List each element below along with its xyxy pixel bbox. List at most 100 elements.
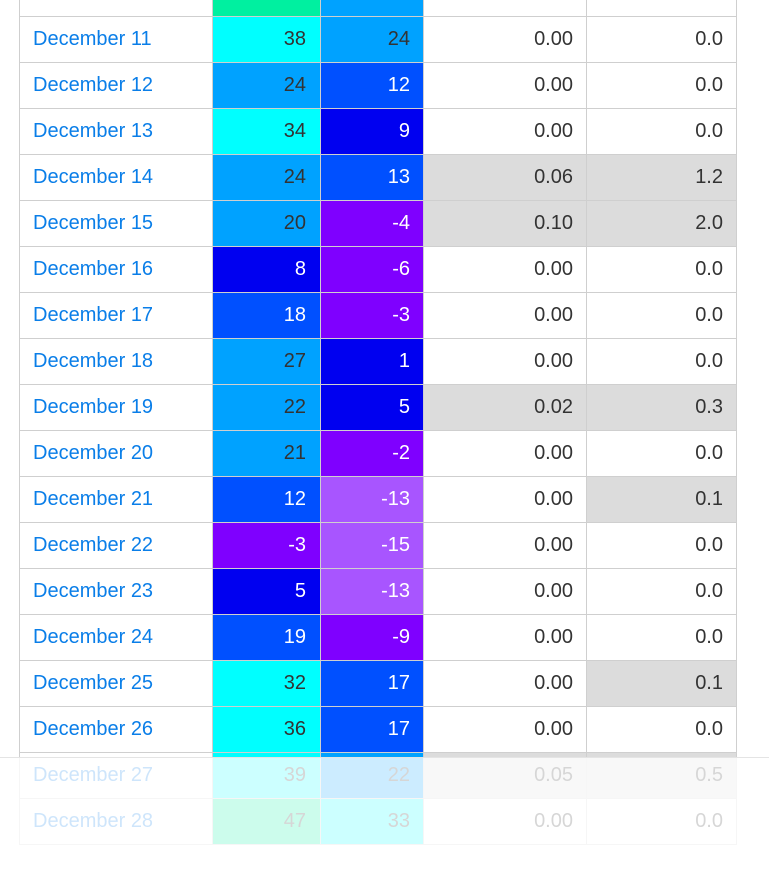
high-temp: 18 [212, 292, 321, 339]
row: December 17 18 -3 0.00 0.0 [19, 292, 737, 339]
high-temp: 5 [212, 568, 321, 615]
row: December 26 36 17 0.00 0.0 [19, 706, 737, 753]
snowfall: 0.0 [586, 16, 737, 63]
snowfall: 2.0 [586, 200, 737, 247]
snowfall: 0.0 [586, 246, 737, 293]
precipitation: 0.00 [423, 108, 587, 155]
precipitation: 0.00 [423, 338, 587, 385]
row: December 23 5 -13 0.00 0.0 [19, 568, 737, 615]
snowfall: 0.0 [586, 706, 737, 753]
snowfall: 0.0 [586, 62, 737, 109]
low-temp: 1 [320, 338, 424, 385]
low-temp: 24 [320, 0, 424, 17]
precipitation: 0.06 [423, 154, 587, 201]
high-temp: 22 [212, 384, 321, 431]
row: December 25 32 17 0.00 0.1 [19, 660, 737, 707]
date-link[interactable]: December 26 [19, 706, 213, 753]
low-temp: -4 [320, 200, 424, 247]
date-link[interactable]: December 19 [19, 384, 213, 431]
date-link[interactable]: December 10 [19, 0, 213, 17]
date-link[interactable]: December 24 [19, 614, 213, 661]
snowfall: 0.0 [586, 338, 737, 385]
high-temp: 19 [212, 614, 321, 661]
precipitation: 0.00 [423, 246, 587, 293]
row: December 14 24 13 0.06 1.2 [19, 154, 737, 201]
high-temp: 32 [212, 660, 321, 707]
low-temp: 24 [320, 16, 424, 63]
low-temp: -6 [320, 246, 424, 293]
snowfall: 0.0 [586, 568, 737, 615]
row: December 21 12 -13 0.00 0.1 [19, 476, 737, 523]
high-temp: 12 [212, 476, 321, 523]
snowfall: 0.0 [586, 0, 737, 17]
snowfall: 0.1 [586, 660, 737, 707]
precipitation: 0.00 [423, 16, 587, 63]
low-temp: -15 [320, 522, 424, 569]
fade-overlay [0, 757, 769, 871]
row: December 22 -3 -15 0.00 0.0 [19, 522, 737, 569]
high-temp: 20 [212, 200, 321, 247]
snowfall: 0.0 [586, 430, 737, 477]
low-temp: -13 [320, 476, 424, 523]
date-link[interactable]: December 16 [19, 246, 213, 293]
row: December 13 34 9 0.00 0.0 [19, 108, 737, 155]
low-temp: 13 [320, 154, 424, 201]
date-link[interactable]: December 23 [19, 568, 213, 615]
precipitation: 0.00 [423, 292, 587, 339]
date-link[interactable]: December 21 [19, 476, 213, 523]
low-temp: 12 [320, 62, 424, 109]
snowfall: 0.0 [586, 522, 737, 569]
high-temp: 45 [212, 0, 321, 17]
low-temp: 17 [320, 706, 424, 753]
row: December 24 19 -9 0.00 0.0 [19, 614, 737, 661]
date-link[interactable]: December 13 [19, 108, 213, 155]
precipitation: 0.00 [423, 0, 587, 17]
row: December 1045240.000.0 [19, 0, 737, 17]
precipitation: 0.00 [423, 614, 587, 661]
low-temp: -3 [320, 292, 424, 339]
snowfall: 0.0 [586, 292, 737, 339]
precipitation: 0.00 [423, 522, 587, 569]
row: December 15 20 -4 0.10 2.0 [19, 200, 737, 247]
snowfall: 1.2 [586, 154, 737, 201]
low-temp: -2 [320, 430, 424, 477]
date-link[interactable]: December 20 [19, 430, 213, 477]
row: December 19 22 5 0.02 0.3 [19, 384, 737, 431]
date-link[interactable]: December 15 [19, 200, 213, 247]
high-temp: 24 [212, 62, 321, 109]
low-temp: 9 [320, 108, 424, 155]
precipitation: 0.00 [423, 706, 587, 753]
date-link[interactable]: December 25 [19, 660, 213, 707]
snowfall: 0.1 [586, 476, 737, 523]
row: December 18 27 1 0.00 0.0 [19, 338, 737, 385]
precipitation: 0.02 [423, 384, 587, 431]
date-link[interactable]: December 17 [19, 292, 213, 339]
date-link[interactable]: December 12 [19, 62, 213, 109]
precipitation: 0.00 [423, 430, 587, 477]
high-temp: -3 [212, 522, 321, 569]
row: December 11 38 24 0.00 0.0 [19, 16, 737, 63]
high-temp: 24 [212, 154, 321, 201]
date-link[interactable]: December 14 [19, 154, 213, 201]
row: December 20 21 -2 0.00 0.0 [19, 430, 737, 477]
snowfall: 0.3 [586, 384, 737, 431]
high-temp: 34 [212, 108, 321, 155]
precipitation: 0.00 [423, 568, 587, 615]
high-temp: 36 [212, 706, 321, 753]
date-link[interactable]: December 18 [19, 338, 213, 385]
high-temp: 8 [212, 246, 321, 293]
snowfall: 0.0 [586, 614, 737, 661]
low-temp: -13 [320, 568, 424, 615]
snowfall: 0.0 [586, 108, 737, 155]
low-temp: -9 [320, 614, 424, 661]
date-link[interactable]: December 11 [19, 16, 213, 63]
row: December 16 8 -6 0.00 0.0 [19, 246, 737, 293]
precipitation: 0.00 [423, 476, 587, 523]
precipitation: 0.10 [423, 200, 587, 247]
high-temp: 21 [212, 430, 321, 477]
date-link[interactable]: December 22 [19, 522, 213, 569]
precipitation: 0.00 [423, 660, 587, 707]
precipitation: 0.00 [423, 62, 587, 109]
